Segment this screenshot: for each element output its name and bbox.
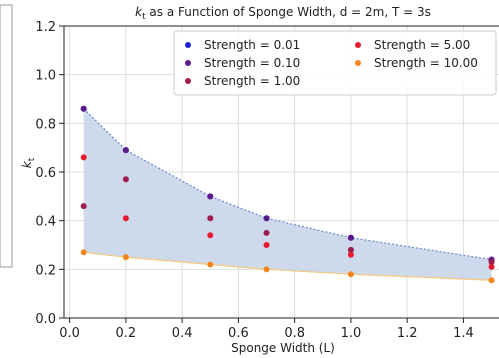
chart-title: kt as a Function of Sponge Width, d = 2m…: [135, 5, 431, 22]
legend: Strength = 0.01 Strength = 0.10 Strength =…: [173, 30, 497, 96]
data-point-series-3: [207, 232, 214, 239]
legend-label: Strength = 10.00: [374, 56, 478, 70]
data-point-series-1: [263, 215, 270, 222]
data-point-series-2: [80, 203, 87, 210]
y-tick-label: 0.0: [35, 312, 56, 327]
data-point-series-3: [347, 251, 354, 258]
data-point-series-1: [347, 234, 354, 241]
data-point-series-2: [488, 259, 495, 266]
x-tick-label: 1.2: [397, 326, 418, 341]
x-tick-label: 1.4: [453, 326, 474, 341]
data-point-series-4: [347, 271, 354, 278]
x-tick-label: 1.0: [341, 326, 362, 341]
data-point-series-3: [263, 242, 270, 248]
legend-label: Strength = 5.00: [374, 38, 470, 52]
data-points: [80, 105, 495, 284]
legend-marker: [185, 42, 191, 48]
legend-label: Strength = 0.01: [204, 38, 300, 52]
x-tick-label: 0.2: [116, 326, 137, 341]
y-tick-label: 0.6: [35, 166, 56, 181]
legend-marker: [355, 60, 361, 66]
data-point-series-1: [207, 193, 214, 200]
band-upper-edge: [83, 108, 492, 261]
y-tick-label: 1.2: [35, 20, 56, 35]
y-axis-ticks: 0.0 0.2 0.4 0.6 0.8 1.0 1.2: [35, 20, 64, 327]
data-point-series-4: [80, 249, 87, 256]
data-point-series-4: [207, 261, 214, 268]
band-fill: [83, 108, 492, 281]
data-point-series-4: [122, 254, 129, 261]
strength-band: [83, 108, 492, 281]
y-tick-label: 0.4: [35, 215, 56, 230]
data-point-series-2: [263, 229, 270, 236]
x-tick-label: 0.8: [284, 326, 305, 341]
x-axis-title: Sponge Width (L): [231, 341, 335, 355]
data-point-series-3: [488, 263, 495, 270]
data-point-series-4: [488, 277, 495, 284]
data-point-series-1: [80, 105, 87, 112]
data-point-series-3: [80, 154, 87, 161]
y-tick-label: 1.0: [35, 69, 56, 84]
data-point-series-1: [122, 147, 129, 154]
y-axis-symbol: k: [20, 160, 34, 168]
legend-marker: [185, 78, 191, 84]
adjacent-panel-edge: [0, 4, 13, 268]
band-lower-edge: [83, 251, 492, 281]
data-point-series-3: [122, 215, 129, 222]
legend-label: Strength = 1.00: [204, 74, 300, 88]
data-point-series-2: [207, 215, 214, 222]
y-axis-title: kt: [20, 157, 37, 168]
legend-box: [173, 30, 497, 96]
y-tick-label: 0.2: [35, 263, 56, 278]
data-point-series-2: [122, 176, 129, 183]
data-point-series-2: [347, 246, 354, 253]
x-tick-label: 0.0: [59, 326, 80, 341]
x-tick-label: 0.6: [228, 326, 249, 341]
title-subscript: t: [142, 12, 146, 22]
x-tick-label: 0.4: [172, 326, 193, 341]
legend-marker: [355, 42, 361, 48]
x-axis-ticks: 0.0 0.2 0.4 0.6 0.8 1.0 1.2 1.4: [59, 318, 474, 341]
data-point-series-4: [263, 266, 270, 273]
title-rest: as a Function of Sponge Width, d = 2m, T…: [146, 5, 431, 19]
title-symbol: k: [135, 5, 143, 19]
legend-marker: [185, 60, 191, 66]
y-tick-label: 0.8: [35, 117, 56, 132]
legend-label: Strength = 0.10: [204, 56, 300, 70]
y-axis-subscript: t: [27, 157, 37, 161]
